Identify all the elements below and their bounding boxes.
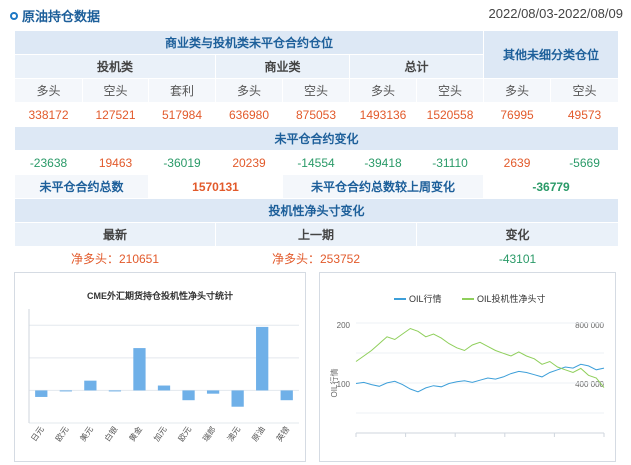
col-header: 空头 [415,78,485,103]
position-value: 1493136 [349,102,417,127]
col-header: 多头 [349,78,417,103]
change-value: -5669 [550,150,620,175]
section1-header: 商业类与投机类未平仓合约仓位 [13,30,485,55]
commercial-header: 商业类 [215,54,350,79]
col-header: 空头 [550,78,620,103]
col-header: 空头 [82,78,149,103]
change-value: 2639 [483,150,552,175]
weekly-change-value: -36779 [483,174,620,199]
col-header: 多头 [483,78,552,103]
position-value: 127521 [82,102,149,127]
weekly-change-label: 未平仓合约总数较上周变化 [281,174,485,199]
section2-header: 未平仓合约变化 [13,126,620,151]
cme-bar-chart: CME外汇期货持仓投机性净头寸统计 日元 欧元 美元 白银 黄金 加元 欧元 瑞郎 澳元 原油 英镑 [28,290,299,443]
other-positions-header: 其他未细分类仓位 [483,30,620,79]
col-header: 多头 [14,78,83,103]
x-tick-label: 加元 [151,424,168,443]
position-value: 875053 [282,102,350,127]
bar [84,380,97,391]
bar [108,390,122,392]
x-tick-label: 英镑 [274,424,291,443]
position-value: 517984 [148,102,216,127]
total-header: 总计 [348,54,485,79]
bar [157,385,171,391]
x-tick-label: 原油 [249,424,266,443]
legend[interactable]: OIL行情 OIL投机性净头寸 [394,293,546,304]
col-header: 多头 [215,78,283,103]
x-tick-label: 白银 [102,424,119,443]
latest-net-long: 净多头：210651 [14,246,216,271]
section-title-text: 原油持仓数据 [22,9,101,24]
change-value: -23638 [14,150,83,175]
previous-header: 上一期 [215,222,417,247]
col-header: 套利 [148,78,216,103]
x-tick-label: 黄金 [127,424,144,443]
net-position-line [355,327,605,388]
section-title: 原油持仓数据 [10,6,100,25]
bar [35,390,48,397]
legend-position-label[interactable]: OIL投机性净头寸 [477,293,546,304]
oil-price-line [355,363,605,393]
x-tick-label: 欧元 [176,424,193,443]
position-value: 76995 [483,102,552,127]
latest-header: 最新 [14,222,216,247]
bar [182,390,195,401]
col-header: 空头 [282,78,350,103]
total-oi-value: 1570131 [148,174,283,199]
bar [256,326,269,391]
speculative-header: 投机类 [14,54,216,79]
position-value: 49573 [550,102,620,127]
change-value: -31110 [415,150,485,175]
total-oi-label: 未平仓合约总数 [14,174,149,199]
x-tick-label: 瑞郎 [200,424,217,443]
y-axis-label: OIL行情 [329,369,339,398]
left-tick-100: 100 [337,380,351,389]
positions-table: 商业类与投机类未平仓合约仓位 其他未细分类仓位 投机类 商业类 总计 多头 空头… [13,30,620,271]
bar [231,390,244,407]
bar-chart-title: CME外汇期货持仓投机性净头寸统计 [87,290,233,301]
position-value: 1520558 [415,102,485,127]
bar [59,390,72,392]
bar [206,390,220,394]
bar [280,390,293,401]
circle-icon [10,11,18,20]
position-value: 338172 [14,102,83,127]
legend-oil-label[interactable]: OIL行情 [409,293,442,304]
change-value: -39418 [349,150,417,175]
section3-header: 投机性净头寸变化 [13,198,620,223]
right-tick-800000: 800 000 [575,321,604,330]
change-value: 20239 [215,150,283,175]
cme-bar-chart-panel: CME外汇期货持仓投机性净头寸统计 日元 欧元 美元 白银 黄金 加元 欧元 瑞郎 澳元 原油 英镑 [14,272,306,462]
x-tick-label: 欧元 [53,424,70,443]
x-tick-label: 日元 [29,425,46,443]
bar [133,348,146,391]
page-header: 原油持仓数据 2022/08/03-2022/08/09 [0,0,631,30]
right-tick-400000: 400 000 [575,380,604,389]
x-tick-label: 美元 [78,424,95,443]
oil-line-chart-panel: OIL行情 OIL投机性净头寸 200 100 800 000 400 000 … [319,272,616,462]
left-tick-200: 200 [337,321,351,330]
x-tick-label: 澳元 [225,424,242,443]
net-change-value: -43101 [415,246,620,271]
oil-line-chart: OIL行情 OIL投机性净头寸 200 100 800 000 400 000 … [329,293,605,437]
position-value: 636980 [215,102,283,127]
previous-net-long: 净多头：253752 [215,246,417,271]
change-value: 19463 [82,150,149,175]
date-range: 2022/08/03-2022/08/09 [488,6,623,21]
change-value: -14554 [282,150,350,175]
change-header: 变化 [415,222,620,247]
change-value: -36019 [148,150,216,175]
